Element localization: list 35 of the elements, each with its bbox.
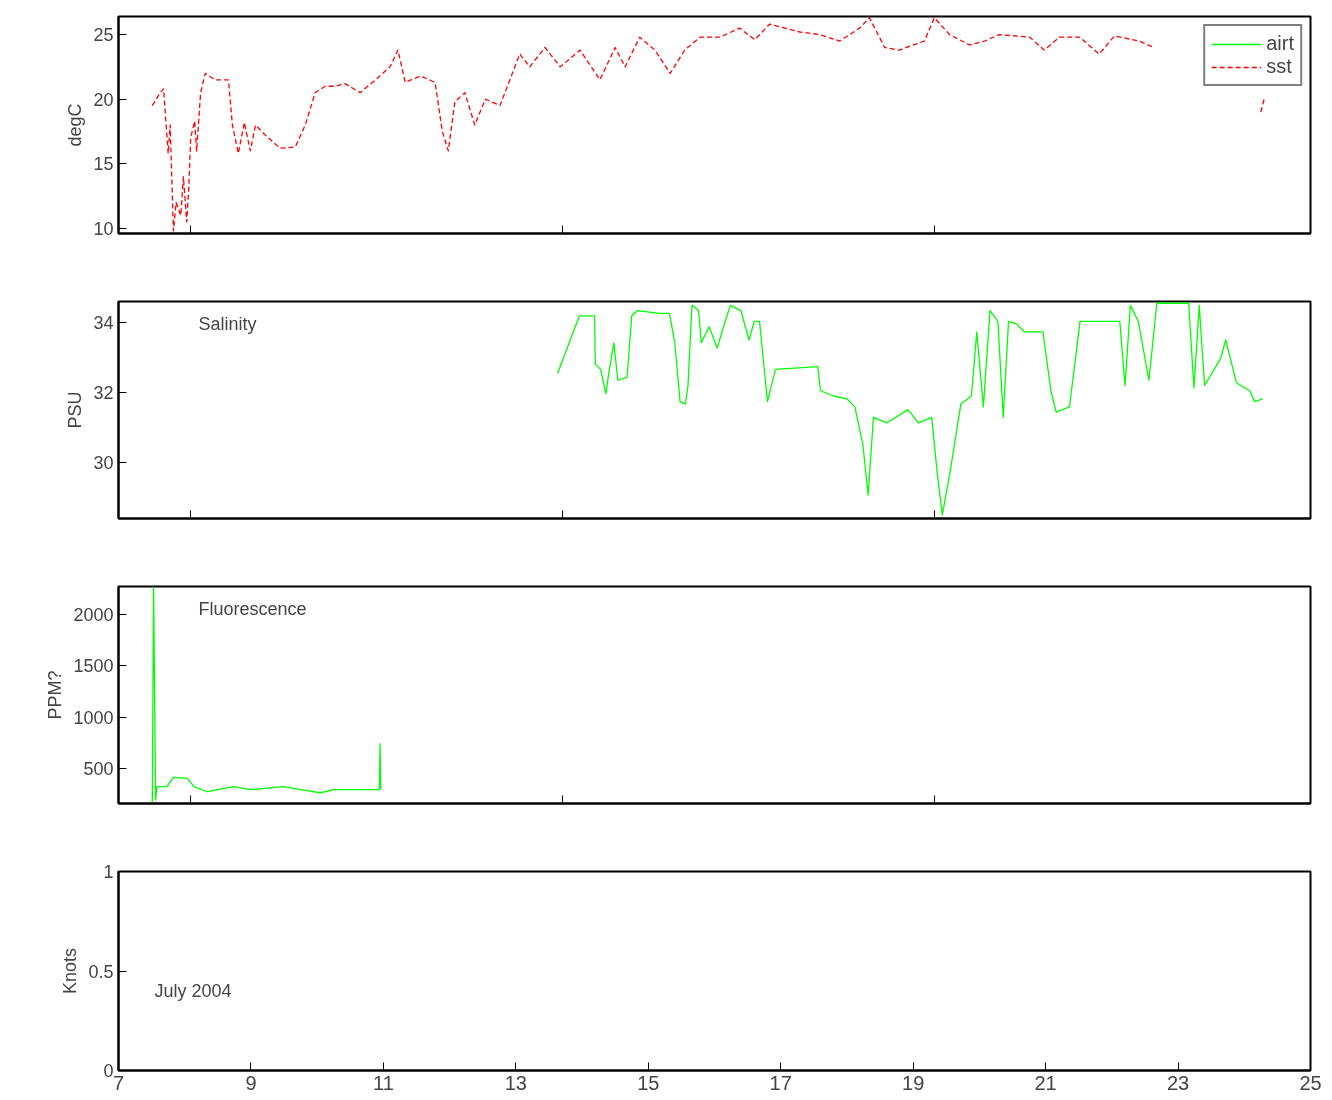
x-tick-label: 25: [1299, 1071, 1322, 1094]
annotation: Fluorescence: [198, 598, 307, 619]
x-tick-label: 9: [245, 1071, 257, 1094]
x-tick-label: 13: [504, 1071, 527, 1094]
x-tick-label: 21: [1034, 1071, 1057, 1094]
line-series: [556, 302, 1264, 516]
y-tick-label: 0.5: [88, 961, 114, 982]
x-tick-label: 15: [637, 1071, 660, 1094]
y-tick-label: 0: [103, 1061, 114, 1081]
y-tick-label: 500: [83, 758, 114, 779]
x-tick-label: 19: [902, 1071, 925, 1094]
y-tick-label: 30: [93, 453, 114, 473]
x-tick-label: 17: [769, 1071, 792, 1094]
y-tick-label: 1000: [73, 707, 114, 728]
y-tick-label: 2000: [73, 605, 114, 626]
y-axis-title: degC: [65, 103, 86, 147]
x-tick-label: 7: [112, 1071, 125, 1094]
y-tick-label: 15: [93, 154, 114, 175]
y-tick-label: 32: [93, 383, 114, 403]
y-axis-title: PPM?: [45, 670, 66, 720]
x-tick-label: 23: [1166, 1071, 1190, 1094]
y-tick-label: 1: [103, 862, 114, 882]
annotation: Salinity: [198, 313, 257, 334]
legend-label: sst: [1266, 55, 1292, 78]
y-tick-label: 20: [93, 89, 114, 110]
y-tick-label: 34: [93, 313, 114, 333]
line-series: [151, 586, 382, 804]
y-tick-label: 25: [93, 25, 114, 46]
y-tick-label: 1500: [73, 656, 114, 677]
y-tick-label: 10: [93, 218, 114, 239]
x-tick-label: 11: [373, 1071, 394, 1094]
legend-label: airt: [1266, 32, 1294, 55]
y-axis-title: PSU: [65, 391, 86, 429]
annotation: July 2004: [154, 980, 232, 1001]
y-axis-title: Knots: [60, 947, 81, 995]
